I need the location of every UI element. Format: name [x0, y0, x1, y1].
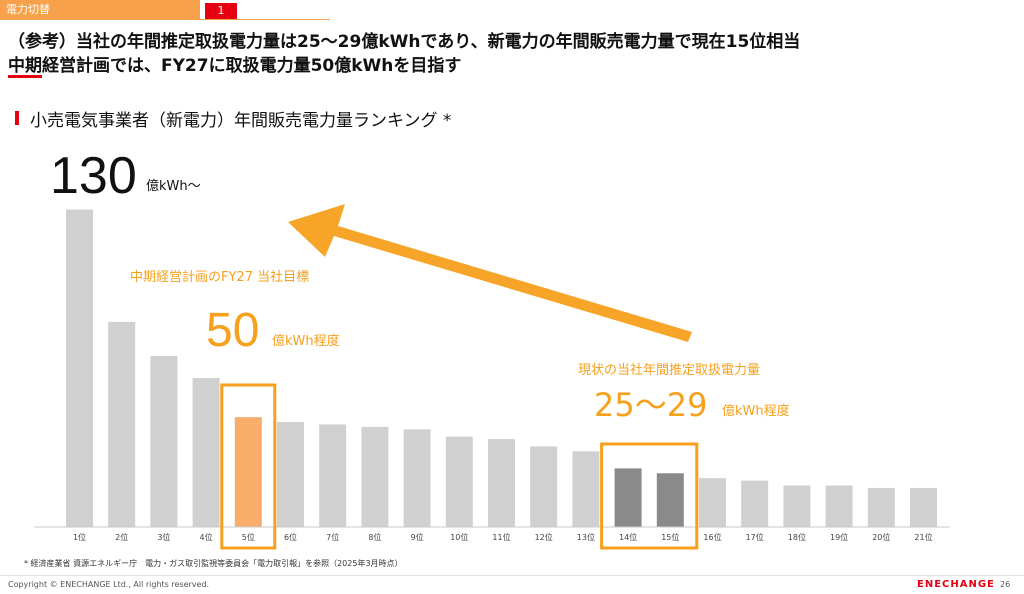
- tick-label-9: 9位: [411, 532, 424, 542]
- tick-label-18: 18位: [788, 532, 806, 542]
- bar-11: [488, 439, 515, 527]
- section-tab-label: 電力切替: [6, 3, 50, 16]
- tick-labels-group: 1位 2位 3位 4位 5位 6位 7位 8位 9位 10位 11位 12位 13位 14位 15位 16位 1…: [73, 532, 933, 542]
- bar-9: [403, 429, 431, 527]
- bar-7: [319, 424, 347, 527]
- section-tab: 電力切替: [0, 0, 200, 20]
- highlight-boxes-group: [220, 383, 699, 550]
- chart-subtitle: 小売電気事業者（新電力）年間販売電力量ランキング *: [30, 111, 452, 131]
- tick-label-11: 11位: [492, 532, 510, 542]
- page-title-line-2: 中期経営計画では、FY27に取扱電力量50億kWhを目指す: [8, 56, 462, 76]
- tick-label-17: 17位: [746, 532, 764, 542]
- bar-5: [234, 417, 262, 527]
- bar-3: [150, 356, 178, 527]
- bar-12: [530, 446, 558, 527]
- bar-14: [614, 468, 642, 527]
- footer-divider: [0, 575, 1024, 576]
- top-value-unit: 億kWh～: [146, 178, 201, 194]
- current-caption: 現状の当社年間推定取扱電力量: [578, 362, 760, 378]
- bar-21: [910, 487, 937, 527]
- tick-label-12: 12位: [535, 532, 553, 542]
- tick-label-19: 19位: [830, 532, 848, 542]
- target-value: 50: [206, 304, 259, 357]
- bar-16: [699, 478, 726, 527]
- tick-label-16: 16位: [703, 532, 721, 542]
- target-unit: 億kWh程度: [272, 333, 340, 349]
- tick-label-3: 3位: [157, 532, 170, 542]
- copyright-text: Copyright © ENECHANGE Ltd., All rights r…: [8, 580, 210, 589]
- bar-13: [572, 451, 600, 527]
- tick-label-20: 20位: [872, 532, 890, 542]
- tick-label-7: 7位: [326, 532, 339, 542]
- bar-18: [783, 485, 811, 527]
- company-logo: ENECHANGE: [917, 579, 995, 590]
- page-number: 26: [1000, 580, 1011, 589]
- current-value: 25～29: [594, 386, 707, 424]
- bar-15: [656, 473, 684, 527]
- tick-label-5: 5位: [242, 532, 255, 542]
- section-number-badge: 1: [205, 3, 237, 19]
- tick-label-6: 6位: [284, 532, 297, 542]
- section-tab-underline: [0, 19, 330, 20]
- bar-8: [361, 426, 389, 527]
- top-value-number: 130: [50, 147, 137, 205]
- target-highlight-box: [220, 383, 277, 550]
- current-highlight-box: [600, 442, 699, 550]
- tick-label-21: 21位: [914, 532, 932, 542]
- current-unit: 億kWh程度: [722, 403, 790, 419]
- tick-label-1: 1位: [73, 532, 86, 542]
- growth-arrow: [288, 204, 692, 342]
- tick-label-4: 4位: [200, 532, 213, 542]
- bar-17: [741, 480, 769, 527]
- tick-label-14: 14位: [619, 532, 637, 542]
- tick-label-8: 8位: [368, 532, 381, 542]
- bar-1: [66, 209, 93, 527]
- subtitle-accent-bar: [15, 111, 19, 125]
- bar-6: [277, 421, 304, 527]
- bar-2: [108, 321, 136, 527]
- target-caption: 中期経営計画のFY27 当社目標: [130, 269, 309, 285]
- page-title-line-1: （参考）当社の年間推定取扱電力量は25～29億kWhであり、新電力の年間販売電力…: [8, 32, 801, 52]
- source-footnote: * 経済産業省 資源エネルギー庁 電力・ガス取引監視等委員会「電力取引報」を参照…: [24, 559, 403, 568]
- tick-label-15: 15位: [661, 532, 679, 542]
- tick-label-13: 13位: [577, 532, 595, 542]
- bar-20: [867, 487, 895, 527]
- bar-10: [445, 436, 473, 527]
- ranking-chart: 1位 2位 3位 4位 5位 6位 7位 8位 9位 10位 11位 12位 13位 14位 15位 16位 1…: [34, 147, 950, 550]
- bar-4: [192, 378, 220, 527]
- bar-19: [825, 485, 853, 527]
- tick-label-10: 10位: [450, 532, 468, 542]
- tick-label-2: 2位: [115, 532, 128, 542]
- bars-group: [66, 209, 937, 527]
- title-accent-underline: [8, 75, 42, 78]
